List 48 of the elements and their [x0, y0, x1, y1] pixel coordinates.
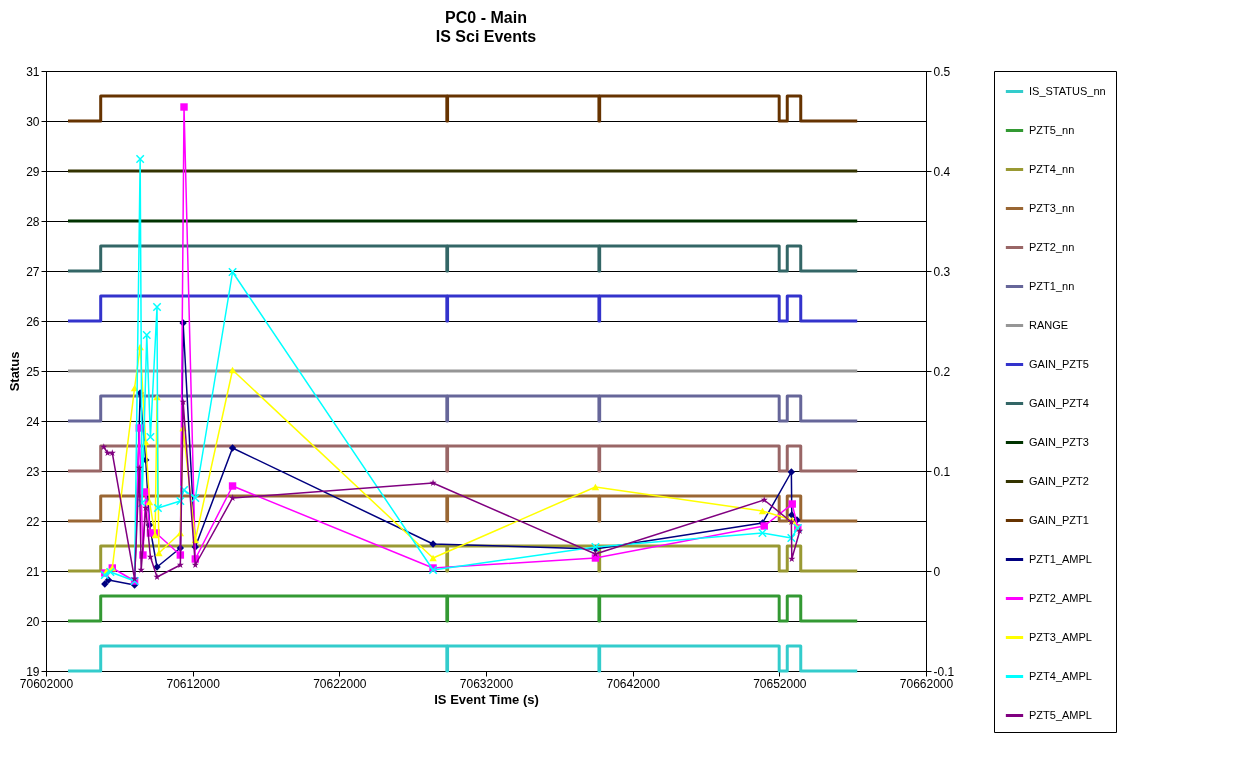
- y2-tick-label: 0.5: [933, 64, 951, 79]
- legend-label: GAIN_PZT5: [1029, 357, 1089, 370]
- y-axis-title: Status: [7, 351, 23, 392]
- y-tick-label: 30: [26, 114, 40, 129]
- y-tick-label: 21: [26, 564, 40, 579]
- legend-label: PZT5_AMPL: [1029, 708, 1092, 721]
- legend-label: PZT2_nn: [1029, 240, 1075, 253]
- legend-label: PZT1_nn: [1029, 279, 1075, 292]
- y-tick-label: 28: [26, 214, 40, 229]
- y2-tick-label: 0.2: [933, 364, 951, 379]
- legend-label: PZT3_nn: [1029, 201, 1075, 214]
- x-tick-label: 70662000: [899, 676, 954, 691]
- y-tick-label: 26: [26, 314, 40, 329]
- y-tick-label: 23: [26, 464, 40, 479]
- x-axis-title: IS Event Time (s): [434, 691, 539, 707]
- legend-label: PZT2_AMPL: [1029, 591, 1092, 604]
- legend-label: PZT4_AMPL: [1029, 669, 1092, 682]
- legend-label: RANGE: [1029, 318, 1069, 331]
- legend-label: PZT3_AMPL: [1029, 630, 1092, 643]
- chart-subtitle: IS Sci Events: [435, 28, 537, 45]
- y-tick-label: 22: [26, 514, 40, 529]
- y-tick-label: 20: [26, 614, 40, 629]
- legend-label: PZT1_AMPL: [1029, 552, 1092, 565]
- x-tick-label: 70632000: [459, 676, 514, 691]
- y2-tick-label: 0.3: [933, 264, 951, 279]
- legend-label: PZT4_nn: [1029, 162, 1075, 175]
- legend-label: IS_STATUS_nn: [1029, 84, 1106, 97]
- y2-tick-label: 0.1: [933, 464, 951, 479]
- legend-label: GAIN_PZT2: [1029, 474, 1089, 487]
- legend-label: GAIN_PZT3: [1029, 435, 1089, 448]
- y2-tick-label: 0.4: [933, 164, 951, 179]
- y-tick-label: 27: [26, 264, 40, 279]
- y2-tick-label: 0: [933, 564, 941, 579]
- y-tick-label: 24: [26, 414, 40, 429]
- x-tick-label: 70652000: [753, 676, 807, 691]
- y2-tick-label: -0.1: [933, 664, 955, 679]
- y-tick-label: 19: [26, 664, 40, 679]
- legend-label: GAIN_PZT1: [1029, 513, 1089, 526]
- x-tick-label: 70612000: [166, 676, 221, 691]
- y-tick-label: 31: [26, 64, 40, 79]
- x-tick-label: 70642000: [606, 676, 661, 691]
- y-tick-label: 29: [26, 164, 40, 179]
- chart-title: PC0 - Main: [445, 9, 527, 26]
- x-tick-label: 70602000: [19, 676, 74, 691]
- y-tick-label: 25: [26, 364, 40, 379]
- legend-label: GAIN_PZT4: [1029, 396, 1089, 409]
- legend-label: PZT5_nn: [1029, 123, 1075, 136]
- x-tick-label: 70622000: [313, 676, 367, 691]
